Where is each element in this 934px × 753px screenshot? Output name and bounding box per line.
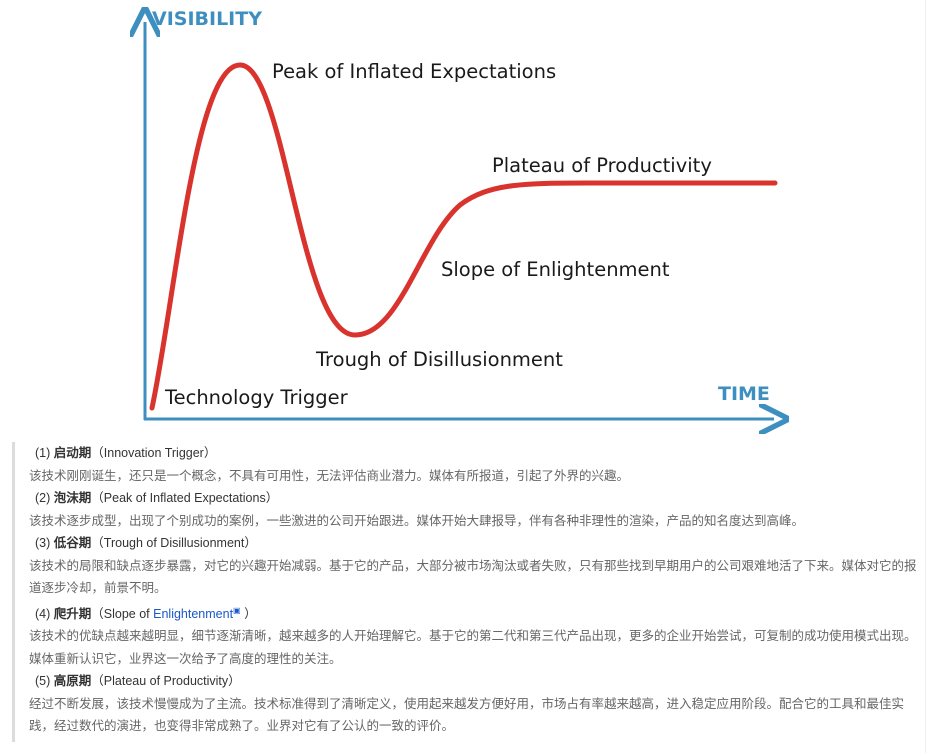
hype-curve	[149, 62, 778, 411]
section-heading: (3) 低谷期（Trough of Disillusionment）	[35, 536, 257, 550]
divider	[925, 0, 926, 753]
description-block: (1) 启动期（Innovation Trigger） 该技术刚刚诞生，还只是一…	[12, 442, 924, 742]
phase-label: Peak of Inflated Expectations	[272, 60, 556, 83]
external-link-icon[interactable]: ▣	[233, 605, 241, 615]
section-body: 该技术的优缺点越来越明显，细节逐渐清晰，越来越多的人开始理解它。基于它的第二代和…	[29, 629, 917, 666]
section-body: 该技术的局限和缺点逐步暴露，对它的兴趣开始减弱。基于它的产品，大部分被市场淘汰或…	[29, 558, 917, 596]
section-heading: (1) 启动期（Innovation Trigger）	[35, 446, 217, 460]
x-axis-label: TIME	[718, 383, 770, 405]
y-axis-label: VISIBILITY	[152, 8, 262, 30]
phase-label: Slope of Enlightenment	[441, 258, 670, 281]
section-heading: (4) 爬升期（Slope of Enlightenment▣ ）	[35, 605, 257, 621]
phase-label: Plateau of Productivity	[492, 154, 712, 177]
section-body: 该技术刚刚诞生，还只是一个概念，不具有可用性，无法评估商业潜力。媒体有所报道，引…	[29, 468, 630, 483]
section-heading: (5) 高原期（Plateau of Productivity）	[35, 674, 241, 689]
hype-cycle-diagram: VISIBILITY TIME Technology Trigger Peak …	[0, 0, 934, 440]
phase-label: Technology Trigger	[164, 386, 349, 409]
section-heading: (2) 泡沫期（Peak of Inflated Expectations）	[35, 491, 279, 505]
phase-label: Trough of Disillusionment	[315, 348, 563, 371]
section-body: 该技术逐步成型，出现了个别成功的案例，一些激进的公司开始跟进。媒体开始大肆报导，…	[29, 513, 805, 528]
section-body: 经过不断发展，该技术慢慢成为了主流。技术标准得到了清晰定义，使用起来越发方便好用…	[29, 696, 905, 734]
enlightenment-link[interactable]: Enlightenment	[153, 606, 234, 621]
